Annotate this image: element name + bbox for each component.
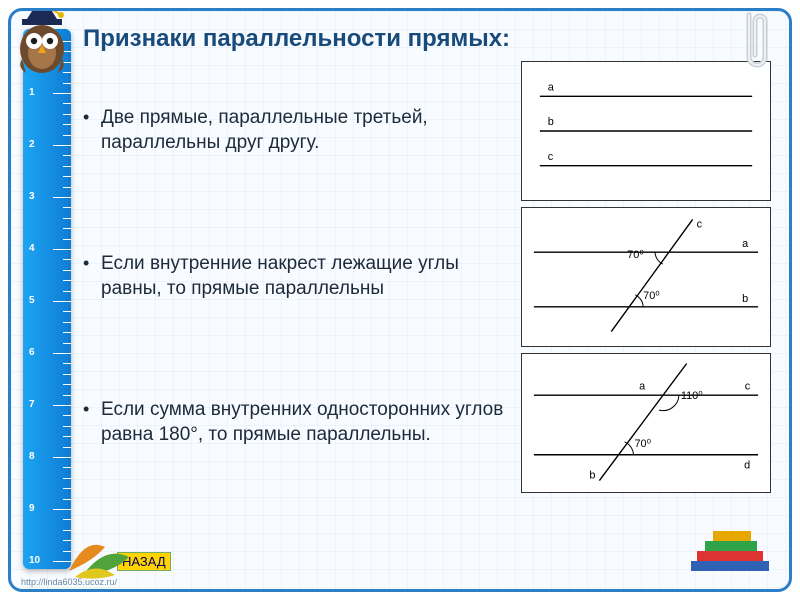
list-item: Две прямые, параллельные третьей, паралл… xyxy=(83,61,771,201)
bullet-text: Две прямые, параллельные третьей, паралл… xyxy=(83,106,507,155)
svg-text:b: b xyxy=(589,469,595,481)
bullet-text: Если внутренние накрест лежащие углы рав… xyxy=(83,252,507,301)
svg-text:70⁰: 70⁰ xyxy=(643,289,660,301)
svg-text:b: b xyxy=(742,292,748,304)
svg-text:a: a xyxy=(548,81,555,93)
ruler-decoration: 012345678910 xyxy=(23,29,71,569)
svg-text:c: c xyxy=(745,380,751,392)
bullet-text: Если сумма внутренних односторонних угло… xyxy=(83,398,507,447)
leaves-icon xyxy=(65,527,135,579)
svg-text:c: c xyxy=(548,150,554,162)
svg-text:a: a xyxy=(639,380,646,392)
figure-cointerior-angles: a c d b 110⁰ 70⁰ xyxy=(521,353,771,493)
svg-text:70⁰: 70⁰ xyxy=(634,437,651,449)
figure-alt-angles: a b c 70⁰ 70⁰ xyxy=(521,207,771,347)
svg-text:b: b xyxy=(548,116,554,128)
figure-parallel-three: a b c xyxy=(521,61,771,201)
page-title: Признаки параллельности прямых: xyxy=(83,25,771,61)
svg-text:110⁰: 110⁰ xyxy=(681,390,703,402)
content-area: Признаки параллельности прямых: Две прям… xyxy=(83,25,771,561)
books-icon xyxy=(685,521,775,579)
slide-frame: 012345678910 Признаки параллельности пря… xyxy=(8,8,792,592)
svg-text:c: c xyxy=(697,218,703,230)
svg-text:d: d xyxy=(744,459,750,471)
svg-text:70⁰: 70⁰ xyxy=(627,249,644,261)
owl-mascot-icon xyxy=(8,8,77,79)
bullet-list: Две прямые, параллельные третьей, паралл… xyxy=(83,61,771,561)
list-item: Если сумма внутренних односторонних угло… xyxy=(83,353,771,493)
list-item: Если внутренние накрест лежащие углы рав… xyxy=(83,207,771,347)
paperclip-icon xyxy=(735,8,775,75)
svg-text:a: a xyxy=(742,238,749,250)
